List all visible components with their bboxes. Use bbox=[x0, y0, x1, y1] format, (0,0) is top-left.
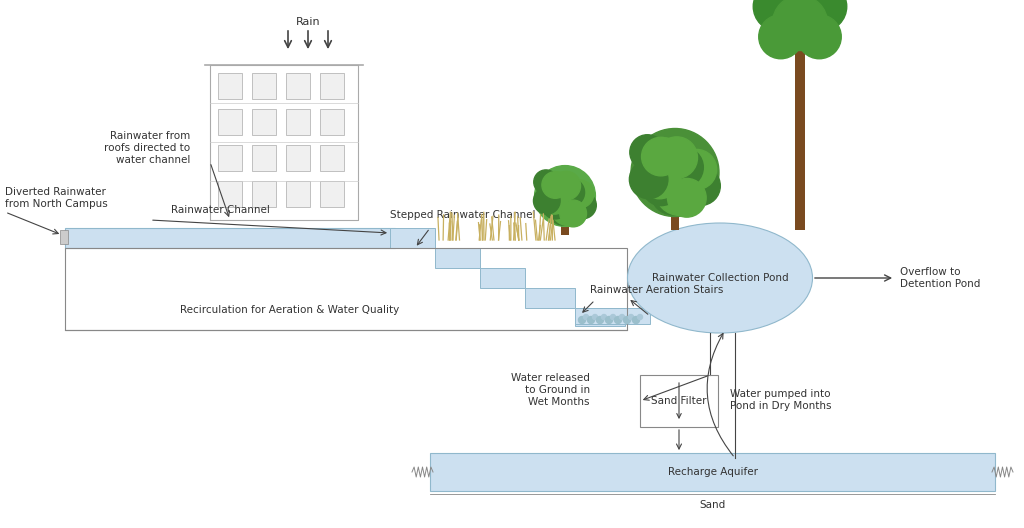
Circle shape bbox=[551, 192, 585, 225]
Circle shape bbox=[534, 187, 560, 214]
Bar bbox=[430, 453, 995, 491]
Bar bbox=[640, 375, 718, 427]
Bar bbox=[390, 228, 435, 248]
Circle shape bbox=[668, 178, 707, 217]
Circle shape bbox=[605, 316, 612, 324]
Bar bbox=[795, 45, 805, 230]
Circle shape bbox=[648, 138, 683, 173]
Text: Recharge Aquifer: Recharge Aquifer bbox=[668, 467, 758, 477]
Circle shape bbox=[630, 160, 668, 199]
Bar bbox=[480, 268, 525, 288]
Bar bbox=[252, 145, 276, 171]
Text: Overflow to
Detention Pond: Overflow to Detention Pond bbox=[900, 267, 980, 289]
Text: Recirculation for Aeration & Water Quality: Recirculation for Aeration & Water Quali… bbox=[180, 305, 399, 315]
Text: Sand Filter: Sand Filter bbox=[651, 396, 707, 406]
Circle shape bbox=[535, 166, 595, 227]
Circle shape bbox=[566, 180, 594, 208]
Circle shape bbox=[759, 15, 803, 59]
Text: Water pumped into
Pond in Dry Months: Water pumped into Pond in Dry Months bbox=[730, 389, 831, 411]
Bar bbox=[561, 215, 569, 235]
Text: Water released
to Ground in
Wet Months: Water released to Ground in Wet Months bbox=[511, 373, 590, 407]
Circle shape bbox=[543, 193, 568, 219]
Bar bbox=[60, 230, 68, 244]
Circle shape bbox=[798, 15, 842, 59]
Text: Rainwater from
roofs directed to
water channel: Rainwater from roofs directed to water c… bbox=[103, 131, 190, 165]
Circle shape bbox=[770, 0, 830, 15]
Circle shape bbox=[560, 200, 587, 227]
Circle shape bbox=[651, 171, 694, 215]
Circle shape bbox=[579, 316, 586, 324]
Circle shape bbox=[629, 315, 634, 319]
Bar bbox=[286, 109, 310, 135]
Circle shape bbox=[549, 187, 573, 212]
Bar bbox=[252, 73, 276, 99]
Bar bbox=[218, 181, 242, 207]
Bar bbox=[65, 228, 395, 248]
Bar bbox=[525, 288, 575, 308]
Circle shape bbox=[556, 178, 585, 206]
Bar bbox=[252, 109, 276, 135]
Circle shape bbox=[630, 135, 665, 170]
Bar bbox=[65, 248, 627, 330]
Circle shape bbox=[588, 316, 595, 324]
Circle shape bbox=[584, 315, 589, 319]
Bar bbox=[435, 248, 480, 268]
Bar bbox=[575, 308, 625, 326]
Text: Rainwater Channel: Rainwater Channel bbox=[171, 205, 269, 215]
Bar bbox=[218, 109, 242, 135]
Circle shape bbox=[593, 315, 597, 319]
Bar bbox=[218, 73, 242, 99]
Circle shape bbox=[542, 172, 568, 199]
Circle shape bbox=[638, 156, 681, 199]
Circle shape bbox=[681, 166, 720, 205]
Circle shape bbox=[642, 137, 680, 176]
Bar bbox=[286, 73, 310, 99]
Circle shape bbox=[754, 0, 803, 31]
Circle shape bbox=[772, 0, 827, 51]
Bar bbox=[671, 200, 679, 230]
Text: Stepped Rainwater Channel: Stepped Rainwater Channel bbox=[390, 210, 536, 220]
Text: Rain: Rain bbox=[296, 17, 321, 27]
Bar bbox=[319, 73, 344, 99]
Circle shape bbox=[663, 147, 703, 187]
Bar bbox=[319, 181, 344, 207]
Circle shape bbox=[547, 172, 570, 196]
Circle shape bbox=[614, 316, 622, 324]
Circle shape bbox=[552, 172, 581, 200]
Bar bbox=[286, 145, 310, 171]
Text: Rainwater Collection Pond: Rainwater Collection Pond bbox=[651, 273, 788, 283]
Circle shape bbox=[642, 168, 680, 205]
Bar bbox=[218, 145, 242, 171]
Circle shape bbox=[651, 159, 687, 196]
Circle shape bbox=[610, 315, 615, 319]
Ellipse shape bbox=[628, 223, 812, 333]
Bar bbox=[252, 181, 276, 207]
Circle shape bbox=[656, 137, 697, 178]
Circle shape bbox=[620, 315, 625, 319]
Circle shape bbox=[540, 184, 569, 214]
Circle shape bbox=[633, 316, 640, 324]
Circle shape bbox=[677, 149, 717, 190]
Circle shape bbox=[534, 170, 558, 194]
Circle shape bbox=[569, 192, 596, 219]
Circle shape bbox=[597, 316, 603, 324]
Circle shape bbox=[601, 315, 606, 319]
Bar bbox=[319, 145, 344, 171]
Circle shape bbox=[548, 195, 579, 225]
Circle shape bbox=[798, 0, 847, 31]
Bar bbox=[319, 109, 344, 135]
Text: Diverted Rainwater
from North Campus: Diverted Rainwater from North Campus bbox=[5, 187, 108, 209]
Text: Rainwater Aeration Stairs: Rainwater Aeration Stairs bbox=[590, 285, 723, 295]
Circle shape bbox=[655, 167, 703, 215]
Text: Sand: Sand bbox=[699, 500, 726, 510]
Circle shape bbox=[638, 315, 642, 319]
Bar bbox=[575, 308, 650, 324]
Circle shape bbox=[631, 128, 719, 216]
Bar bbox=[286, 181, 310, 207]
Circle shape bbox=[624, 316, 631, 324]
